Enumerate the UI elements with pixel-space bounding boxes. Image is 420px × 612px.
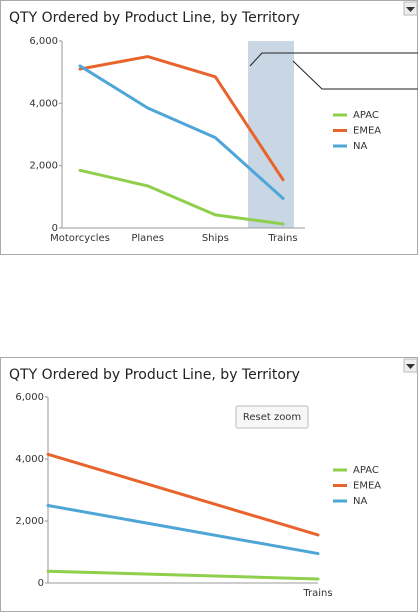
line-series [78,64,285,200]
button-box[interactable] [235,405,309,429]
x-tick-label: Ships [202,233,229,244]
chart-frame [0,357,418,612]
x-tick-label: Planes [131,233,164,244]
y-tick-label: 4,000 [15,454,44,465]
y-tick-label: 0 [52,223,58,234]
y-tick-label: 6,000 [29,36,58,47]
button-label[interactable]: Reset zoom [243,412,301,423]
y-tick-label: 6,000 [15,392,44,403]
legend-label: NA [353,141,367,152]
y-tick-label: 0 [38,578,44,589]
chart-title: QTY Ordered by Product Line, by Territor… [9,367,300,383]
x-tick-label: Trains [302,588,332,599]
chart-title: QTY Ordered by Product Line, by Territor… [9,10,300,26]
reset-zoom-button[interactable]: Reset zoom [235,405,309,429]
callout-line [249,52,418,67]
selection-band [248,41,294,228]
legend-label: NA [353,496,367,507]
line-series [46,569,320,581]
y-tick-label: 2,000 [15,516,44,527]
y-tick-label: 2,000 [29,161,58,172]
menu-button[interactable] [403,1,418,16]
x-tick-label: Motorcycles [50,233,110,244]
legend-label: EMEA [353,481,381,492]
line-series [78,55,285,182]
menu-button[interactable] [403,358,418,373]
y-tick-label: 4,000 [29,98,58,109]
legend-label: EMEA [353,126,381,137]
line-series [46,504,320,556]
legend-label: APAC [353,110,379,121]
x-tick-label: Trains [267,233,297,244]
callout-line [292,60,418,90]
legend-label: APAC [353,465,379,476]
line-series [46,452,320,537]
line-series [78,168,285,226]
